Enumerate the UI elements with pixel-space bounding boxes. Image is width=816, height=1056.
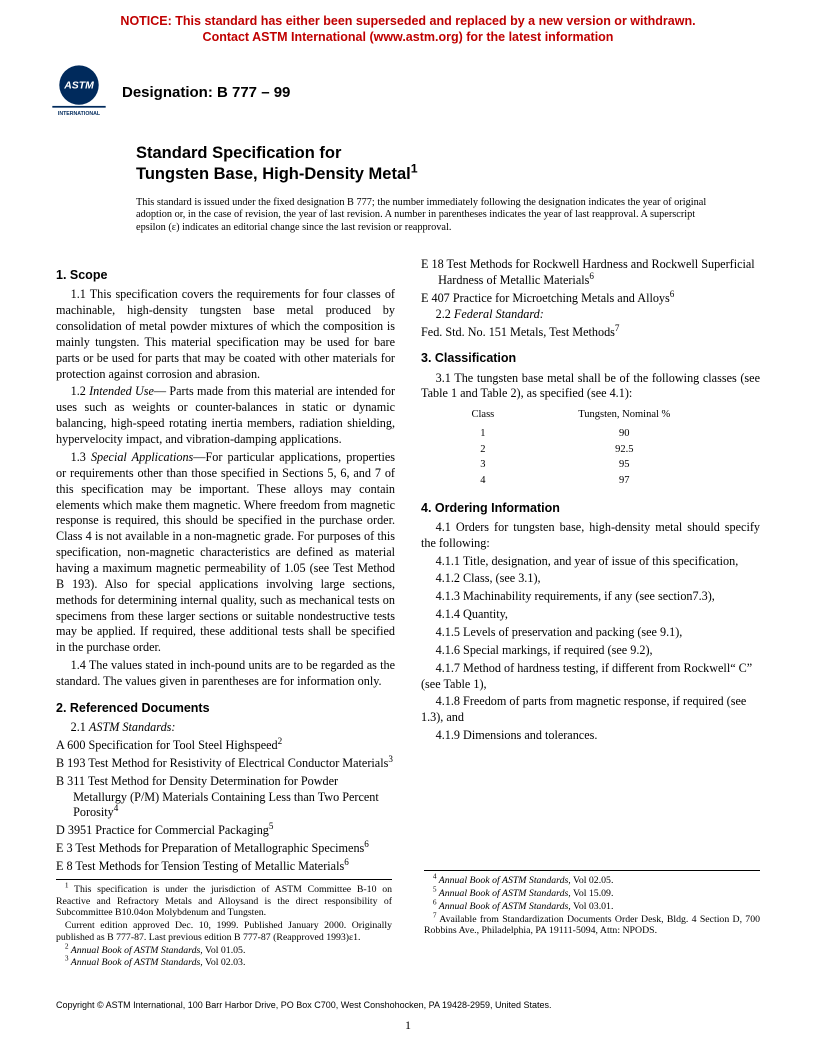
svg-text:ASTM: ASTM — [63, 81, 94, 92]
reference-item: E 407 Practice for Microetching Metals a… — [421, 291, 760, 307]
table-row: 190 — [450, 427, 731, 441]
class-th2: Tungsten, Nominal % — [518, 408, 731, 425]
para-1-1: 1.1 This specification covers the requir… — [56, 287, 395, 382]
notice-line2: Contact ASTM International (www.astm.org… — [203, 30, 614, 44]
ordering-item: 4.1.9 Dimensions and tolerances. — [421, 728, 760, 744]
table-row: 395 — [450, 458, 731, 472]
para-3-1: 3.1 The tungsten base metal shall be of … — [421, 371, 760, 403]
ordering-item: 4.1.3 Machinability requirements, if any… — [421, 589, 760, 605]
page-body: Standard Specification for Tungsten Base… — [0, 143, 816, 877]
para-1-4: 1.4 The values stated in inch-pound unit… — [56, 658, 395, 690]
reference-item: E 8 Test Methods for Tension Testing of … — [56, 859, 395, 875]
ordering-items: 4.1.1 Title, designation, and year of is… — [421, 554, 760, 744]
section-head-3: 3. Classification — [421, 350, 760, 366]
footnote: Current edition approved Dec. 10, 1999. … — [56, 920, 392, 944]
notice-banner: NOTICE: This standard has either been su… — [0, 0, 816, 45]
footnote: 1 This specification is under the jurisd… — [56, 884, 392, 919]
class-table: ClassTungsten, Nominal % 190 292.5395 497 — [448, 406, 733, 489]
designation: Designation: B 777 – 99 — [122, 83, 290, 103]
footnote: 5 Annual Book of ASTM Standards, Vol 15.… — [424, 888, 760, 900]
reference-item: A 600 Specification for Tool Steel Highs… — [56, 738, 395, 754]
astm-logo: ASTM INTERNATIONAL — [50, 63, 108, 121]
title-line1: Standard Specification for — [136, 143, 760, 164]
reference-item: D 3951 Practice for Commercial Packaging… — [56, 823, 395, 839]
notice-line1: NOTICE: This standard has either been su… — [120, 14, 695, 28]
title-line2: Tungsten Base, High-Density Metal1 — [136, 164, 760, 185]
class-th1: Class — [450, 408, 516, 425]
para-1-3: 1.3 Special Applications—For particular … — [56, 450, 395, 656]
copyright: Copyright © ASTM International, 100 Barr… — [56, 1000, 760, 1012]
para-4-1: 4.1 Orders for tungsten base, high-densi… — [421, 520, 760, 552]
issuance-note: This standard is issued under the fixed … — [136, 197, 720, 236]
content-columns: 1. Scope 1.1 This specification covers t… — [56, 257, 760, 877]
section-head-2: 2. Referenced Documents — [56, 700, 395, 716]
footnotes-left: 1 This specification is under the jurisd… — [56, 879, 392, 970]
footnote: 6 Annual Book of ASTM Standards, Vol 03.… — [424, 901, 760, 913]
ordering-item: 4.1.5 Levels of preservation and packing… — [421, 625, 760, 641]
footnote: 3 Annual Book of ASTM Standards, Vol 02.… — [56, 957, 392, 969]
para-1-2: 1.2 Intended Use— Parts made from this m… — [56, 384, 395, 447]
federal-standard-label: 2.2 Federal Standard: — [421, 307, 760, 323]
ordering-item: 4.1.1 Title, designation, and year of is… — [421, 554, 760, 570]
section-head-4: 4. Ordering Information — [421, 500, 760, 516]
footnote: 7 Available from Standardization Documen… — [424, 914, 760, 938]
reference-item: E 3 Test Methods for Preparation of Meta… — [56, 841, 395, 857]
reference-item: B 311 Test Method for Density Determinat… — [56, 774, 395, 822]
reference-item: E 18 Test Methods for Rockwell Hardness … — [421, 257, 760, 289]
footnote: 4 Annual Book of ASTM Standards, Vol 02.… — [424, 875, 760, 887]
ordering-item: 4.1.4 Quantity, — [421, 607, 760, 623]
astm-standards-label: 2.1 ASTM Standards: — [56, 720, 395, 736]
reference-item: B 193 Test Method for Resistivity of Ele… — [56, 756, 395, 772]
ordering-item: 4.1.7 Method of hardness testing, if dif… — [421, 661, 760, 693]
header: ASTM INTERNATIONAL Designation: B 777 – … — [0, 63, 816, 121]
ordering-item: 4.1.2 Class, (see 3.1), — [421, 571, 760, 587]
svg-text:INTERNATIONAL: INTERNATIONAL — [58, 111, 101, 117]
table-row: 292.5 — [450, 443, 731, 457]
section-head-1: 1. Scope — [56, 267, 395, 283]
footnotes-right: 4 Annual Book of ASTM Standards, Vol 02.… — [424, 870, 760, 938]
table-row: 497 — [450, 474, 731, 488]
title-block: Standard Specification for Tungsten Base… — [136, 143, 760, 184]
federal-standard-item: Fed. Std. No. 151 Metals, Test Methods7 — [421, 325, 760, 341]
ordering-item: 4.1.8 Freedom of parts from magnetic res… — [421, 694, 760, 726]
ordering-item: 4.1.6 Special markings, if required (see… — [421, 643, 760, 659]
footnote: 2 Annual Book of ASTM Standards, Vol 01.… — [56, 945, 392, 957]
page-number: 1 — [0, 1018, 816, 1034]
